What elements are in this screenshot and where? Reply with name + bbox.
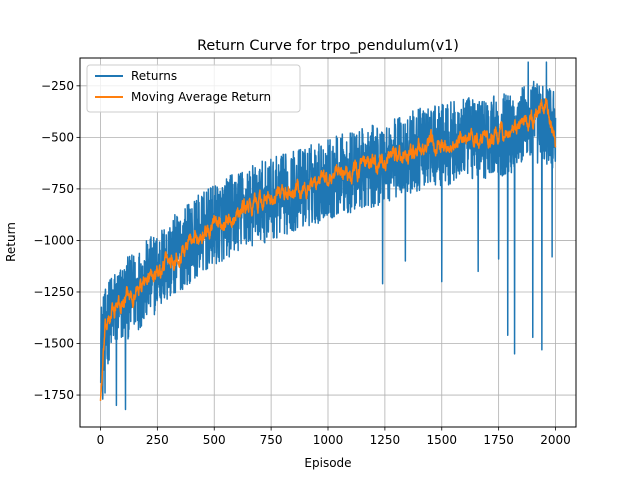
y-tick-label: −1750 <box>33 388 74 402</box>
y-tick-label: −250 <box>41 79 74 93</box>
x-tick-label: 2000 <box>540 433 571 447</box>
x-tick-label: 500 <box>203 433 226 447</box>
y-tick-label: −1500 <box>33 337 74 351</box>
chart-title: Return Curve for trpo_pendulum(v1) <box>197 38 459 54</box>
y-tick-label: −1250 <box>33 285 74 299</box>
y-tick-label: −750 <box>41 182 74 196</box>
x-tick-label: 1250 <box>370 433 401 447</box>
legend-label-moving-average: Moving Average Return <box>131 90 271 104</box>
moving-average-line <box>99 98 557 401</box>
axis-ticks: 0 250 500 750 1000 1250 1500 1750 2000 −1750 −1500… <box>33 79 570 447</box>
x-tick-label: 750 <box>260 433 283 447</box>
x-tick-label: 1750 <box>483 433 514 447</box>
x-tick-label: 1500 <box>426 433 457 447</box>
y-tick-label: −1000 <box>33 233 74 247</box>
y-axis-label: Return <box>4 222 18 262</box>
returns-line <box>99 61 557 411</box>
x-tick-label: 0 <box>97 433 105 447</box>
x-axis-label: Episode <box>304 456 351 470</box>
legend-box <box>86 64 301 113</box>
series-layer <box>99 61 557 411</box>
y-tick-label: −500 <box>41 130 74 144</box>
x-tick-label: 250 <box>146 433 169 447</box>
x-tick-label: 1000 <box>313 433 344 447</box>
legend: Returns Moving Average Return <box>86 64 301 113</box>
legend-label-returns: Returns <box>131 69 177 83</box>
